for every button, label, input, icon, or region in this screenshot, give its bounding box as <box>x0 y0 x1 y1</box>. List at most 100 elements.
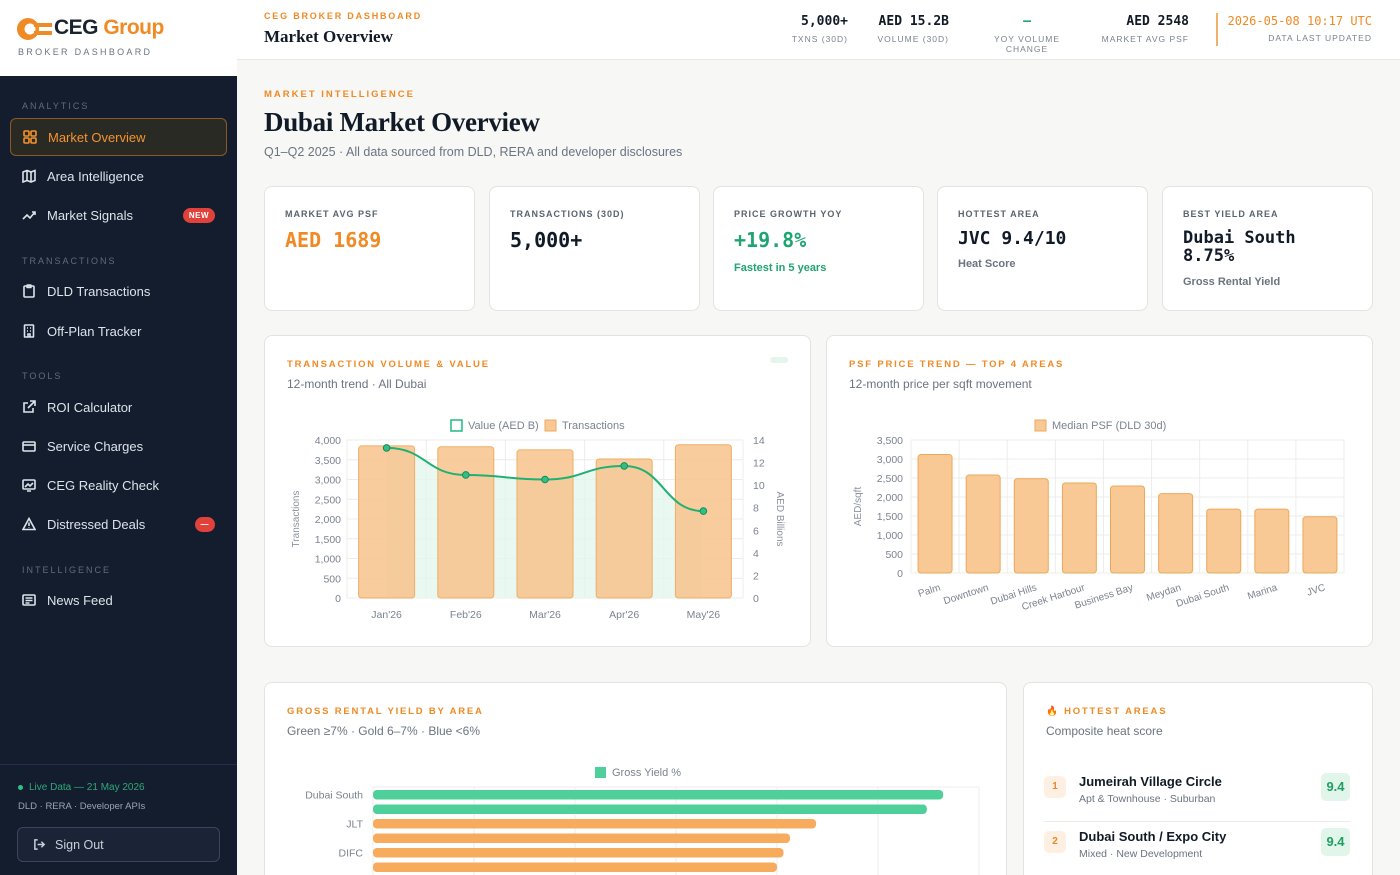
clipboard-icon <box>23 284 35 298</box>
y-tick-label: 2,500 <box>877 473 903 485</box>
chart-card-rental-yield: GROSS RENTAL YIELD BY AREA Green ≥7% · G… <box>264 682 1007 875</box>
sign-out-label: Sign Out <box>55 837 104 852</box>
heat-score-badge: 9.4 <box>1321 773 1350 801</box>
sidebar-item-label: Market Signals <box>47 207 133 223</box>
bar-transactions <box>674 444 732 599</box>
chart-toggle[interactable] <box>770 357 788 363</box>
legend-swatch-transactions <box>544 419 557 432</box>
nav-section-intelligence: INTELLIGENCE <box>22 565 112 575</box>
sidebar-item-news-feed[interactable]: News Feed <box>10 581 227 619</box>
area-type: Apt & Townhouse · Suburban <box>1079 793 1216 805</box>
stat-value: AED 2548 <box>1126 14 1189 29</box>
value-point <box>382 444 391 452</box>
external-icon <box>23 400 36 413</box>
hottest-title: 🔥 HOTTEST AREAS <box>1046 706 1167 717</box>
brand-subtitle: BROKER DASHBOARD <box>18 47 153 57</box>
x-tick-label: JVC <box>1305 582 1326 598</box>
chart-title: GROSS RENTAL YIELD BY AREA <box>287 706 484 717</box>
legend-swatch-value <box>450 419 463 432</box>
y-tick-label: 500 <box>885 549 903 561</box>
bar-yield <box>373 790 944 800</box>
kpi-note: Heat Score <box>958 258 1016 270</box>
y-tick-label: 3,500 <box>315 455 341 467</box>
bar-psf <box>1206 508 1242 574</box>
y-right-tick-label: 2 <box>753 570 759 582</box>
value-point <box>541 475 549 484</box>
nav-section-analytics: ANALYTICS <box>22 101 90 111</box>
sidebar-item-ceg-reality-check[interactable]: CEG Reality Check <box>10 466 227 504</box>
y-tick-label: 4,000 <box>315 435 341 447</box>
chart-title: PSF PRICE TREND — TOP 4 AREAS <box>849 359 1065 370</box>
value-point <box>620 462 629 470</box>
kpi-card-hottest-area: HOTTEST AREA JVC 9.4/10 Heat Score <box>937 186 1148 311</box>
y-right-tick-label: 12 <box>753 458 765 470</box>
page-kicker: MARKET INTELLIGENCE <box>264 89 415 100</box>
bar-psf <box>1302 516 1338 574</box>
chart-icon <box>22 479 36 492</box>
y-right-tick-label: 6 <box>753 525 759 537</box>
sign-out-button[interactable]: Sign Out <box>17 827 220 862</box>
rental-yield-chart: Gross Yield % Dubai South JLT DIFC <box>305 767 980 875</box>
header-stat-yoy: — YOY VOLUME CHANGE <box>974 14 1080 54</box>
bar-psf <box>1158 493 1194 574</box>
y-tick-label: 3,500 <box>877 435 903 447</box>
y-right-tick-label: 8 <box>753 503 759 515</box>
hottest-title-text: HOTTEST AREAS <box>1064 706 1168 717</box>
brand-name[interactable]: CEG Group <box>54 16 164 40</box>
area-name: Jumeirah Village Circle <box>1079 774 1222 789</box>
brand-name-main: CEG <box>54 16 104 39</box>
area-type: Mixed · New Development <box>1079 848 1203 860</box>
y-tick-label: 0 <box>335 593 341 605</box>
heat-score-badge: 9.4 <box>1321 828 1350 856</box>
chart-subtitle: 12-month trend · All Dubai <box>287 377 427 391</box>
kpi-label: BEST YIELD AREA <box>1183 209 1279 219</box>
sidebar-item-distressed-deals[interactable]: Distressed Deals — <box>10 505 227 543</box>
sidebar-item-label: CEG Reality Check <box>47 477 159 493</box>
stat-value: — <box>1023 14 1031 29</box>
bar-transactions <box>358 445 416 599</box>
bar-yield <box>373 848 784 858</box>
legend-label-yield: Gross Yield % <box>612 767 681 779</box>
chart-card-psf-trend: PSF PRICE TREND — TOP 4 AREAS 12-month p… <box>826 335 1373 647</box>
sidebar-item-roi-calculator[interactable]: ROI Calculator <box>10 388 227 426</box>
kpi-note: Fastest in 5 years <box>734 262 827 274</box>
brand-header: CEG Group BROKER DASHBOARD <box>0 0 237 76</box>
bar-psf <box>965 474 1001 574</box>
kpi-card-price-growth: PRICE GROWTH YOY +19.8% Fastest in 5 yea… <box>713 186 924 311</box>
ceg-logo-icon <box>17 18 52 40</box>
sidebar-item-dld-transactions[interactable]: DLD Transactions <box>10 272 227 310</box>
legend-swatch-yield <box>595 767 606 778</box>
kpi-card-best-yield: BEST YIELD AREA Dubai South 8.75% Gross … <box>1162 186 1373 311</box>
hottest-area-row[interactable]: 1 Jumeirah Village Circle Apt & Townhous… <box>1044 767 1350 822</box>
hottest-area-row[interactable]: 2 Dubai South / Expo City Mixed · New De… <box>1044 822 1350 875</box>
area-name: Dubai South / Expo City <box>1079 829 1227 844</box>
updated-value: 2026-05-08 10:17 UTC <box>1227 14 1373 28</box>
kpi-value: JVC 9.4/10 <box>958 228 1067 249</box>
stat-value: AED 15.2B <box>878 14 949 29</box>
legend-label-value: Value (AED B) <box>468 420 539 432</box>
sidebar-item-area-intelligence[interactable]: Area Intelligence <box>10 157 227 195</box>
fire-icon: 🔥 <box>1046 706 1065 717</box>
kpi-label: HOTTEST AREA <box>958 209 1040 219</box>
bar-psf <box>1061 482 1097 574</box>
page-subtitle: Q1–Q2 2025 · All data sourced from DLD, … <box>264 145 683 159</box>
x-tick-label: May'26 <box>687 609 721 621</box>
sidebar-item-off-plan-tracker[interactable]: Off-Plan Tracker <box>10 312 227 350</box>
count-badge: — <box>194 517 215 532</box>
header-stat-txns: 5,000+ TXNS (30D) <box>792 14 848 44</box>
updated-label: DATA LAST UPDATED <box>1268 33 1372 43</box>
sidebar-item-label: Market Overview <box>48 129 146 145</box>
sidebar-item-market-overview[interactable]: Market Overview <box>10 118 227 156</box>
map-icon <box>22 169 36 183</box>
sidebar-item-market-signals[interactable]: Market Signals NEW <box>10 196 227 234</box>
grid-icon <box>23 130 37 144</box>
header-divider <box>1216 13 1218 46</box>
stat-label: YOY VOLUME CHANGE <box>993 34 1061 54</box>
sidebar-item-service-charges[interactable]: Service Charges <box>10 427 227 465</box>
y-tick-label: 500 <box>323 573 341 585</box>
kpi-note: Gross Rental Yield <box>1183 276 1281 288</box>
y-axis-title: AED/sqft <box>853 487 864 527</box>
bar-transactions <box>595 458 653 599</box>
sidebar-item-label: Distressed Deals <box>47 516 146 532</box>
nav-section-transactions: TRANSACTIONS <box>22 256 117 266</box>
